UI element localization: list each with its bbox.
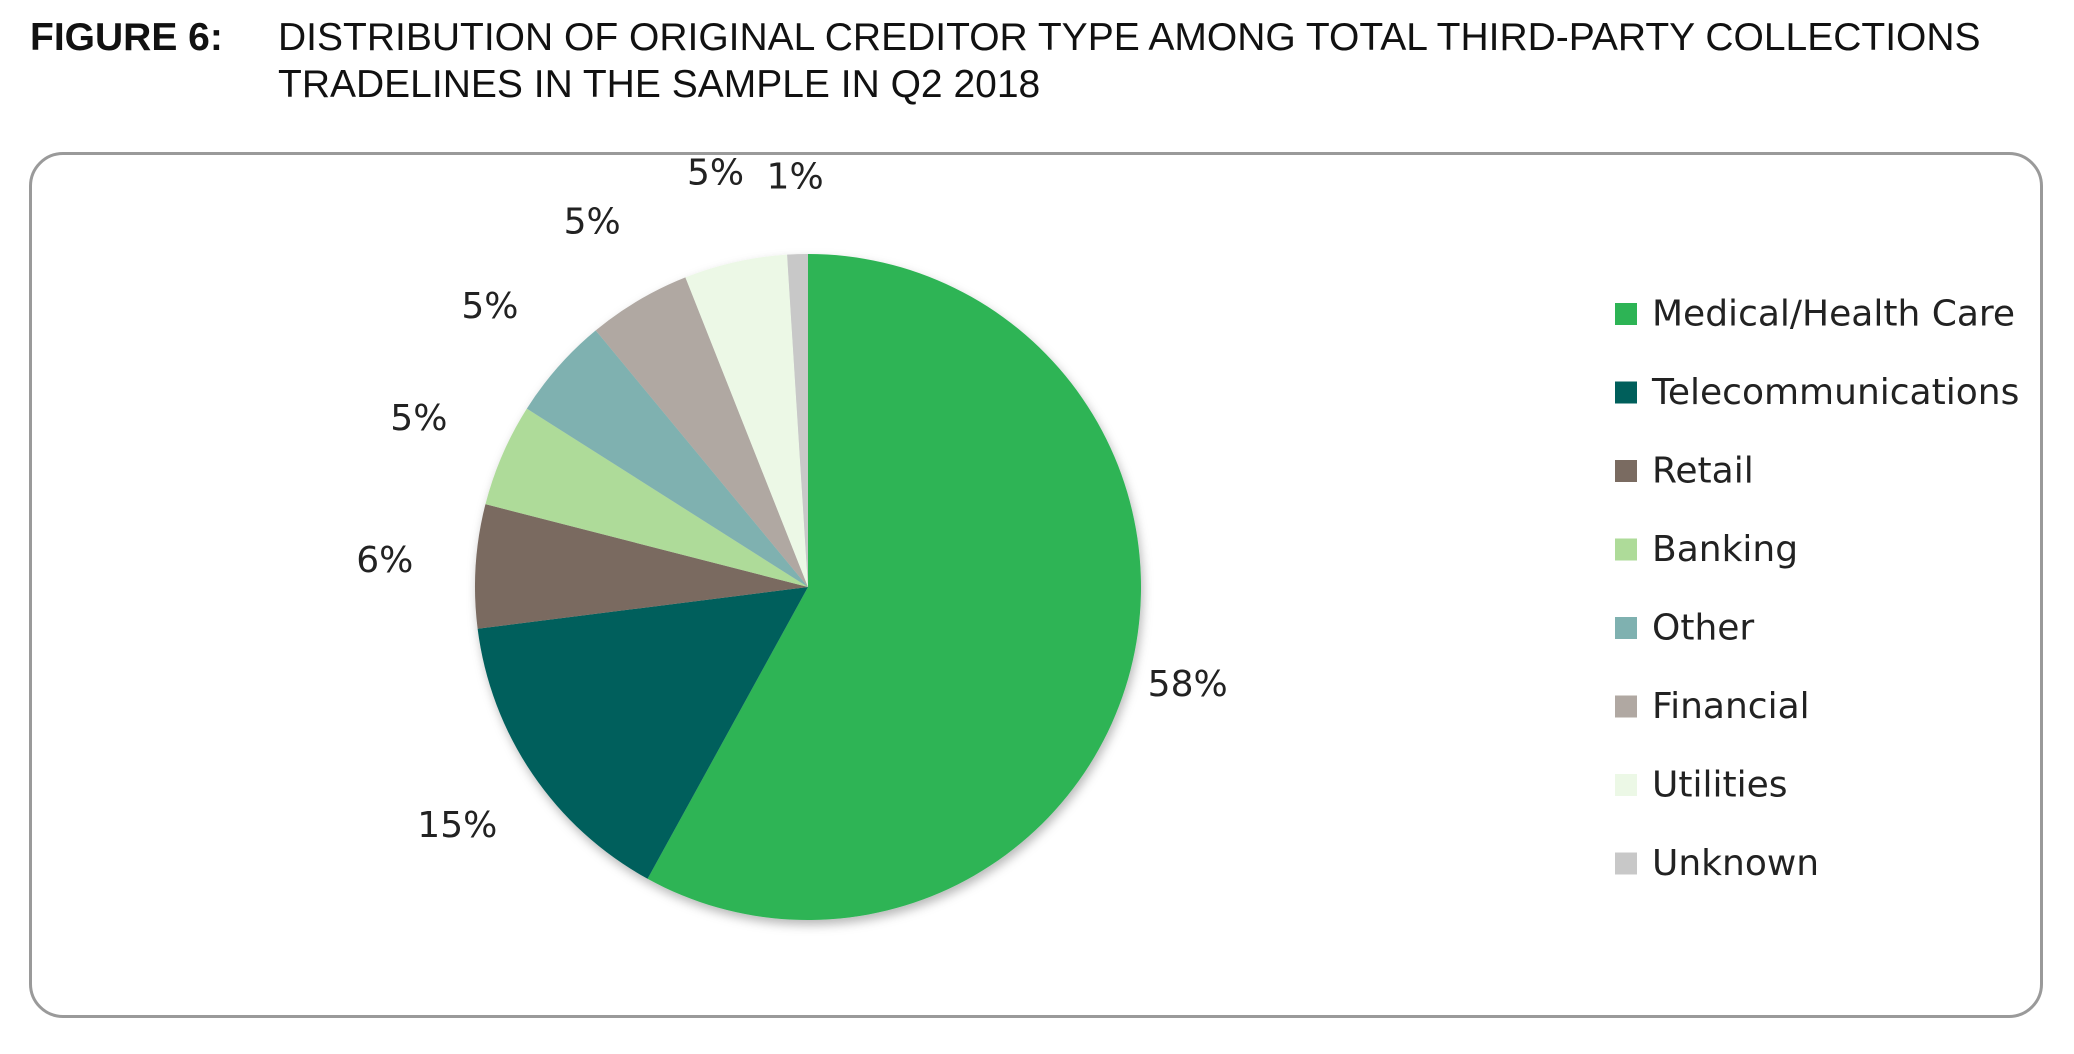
legend-label-telecommunications: Telecommunications	[1651, 372, 2019, 413]
pie-slice-medical-health-care	[647, 254, 1141, 920]
legend-swatch-retail	[1615, 460, 1637, 482]
legend-label-utilities: Utilities	[1652, 765, 1788, 806]
legend-swatch-other	[1615, 617, 1637, 639]
pie-slices	[475, 254, 1141, 920]
data-label-other: 5%	[461, 286, 518, 327]
pie-slice-retail	[475, 504, 808, 629]
data-label-unknown: 1%	[767, 157, 824, 198]
legend-label-banking: Banking	[1652, 529, 1798, 570]
data-label-telecommunications: 15%	[417, 805, 497, 846]
pie-slice-unknown	[787, 254, 808, 587]
data-label-utilities: 5%	[687, 153, 744, 194]
chart-panel	[29, 152, 2043, 1018]
legend-swatch-unknown	[1615, 852, 1637, 875]
pie-slice-telecommunications	[477, 587, 808, 879]
figure-label: FIGURE 6:	[30, 16, 223, 59]
figure-title: DISTRIBUTION OF ORIGINAL CREDITOR TYPE A…	[278, 16, 1981, 106]
data-label-financial: 5%	[564, 202, 621, 243]
legend-label-other: Other	[1652, 608, 1754, 649]
pie-slice-other	[526, 330, 808, 587]
data-label-retail: 6%	[356, 540, 413, 581]
data-label-medical-health-care: 58%	[1148, 664, 1228, 705]
pie-slice-financial	[595, 277, 808, 587]
legend-swatch-banking	[1615, 538, 1637, 561]
legend-swatch-telecommunications	[1615, 381, 1637, 404]
legend-label-unknown: Unknown	[1652, 843, 1819, 884]
legend-swatch-medical-health-care	[1615, 303, 1637, 325]
legend-label-financial: Financial	[1652, 686, 1810, 727]
legend-label-retail: Retail	[1652, 451, 1754, 492]
legend: Medical/Health Care Telecommunications Ret…	[1615, 294, 2019, 884]
legend-swatch-financial	[1615, 695, 1637, 718]
pie-slice-utilities	[685, 254, 808, 587]
pie-slice-banking	[485, 408, 808, 587]
legend-label-medical-health-care: Medical/Health Care	[1652, 294, 2015, 335]
legend-swatch-utilities	[1615, 774, 1637, 796]
data-label-banking: 5%	[390, 398, 447, 439]
pie-data-labels: 58% 15% 6% 5% 5% 5% 5% 1%	[356, 153, 1227, 846]
